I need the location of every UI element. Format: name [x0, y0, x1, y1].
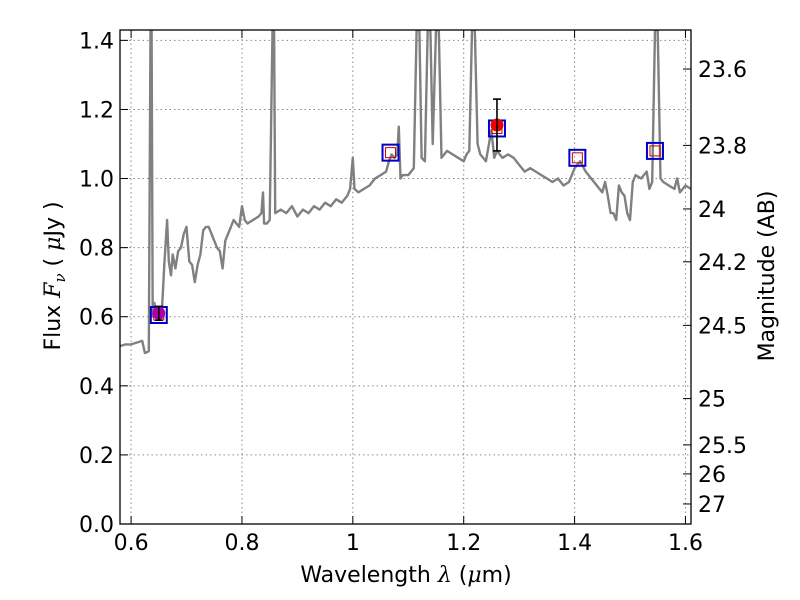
y-tick-label: 0.2 — [79, 444, 114, 469]
x-tick-label: 0.6 — [114, 531, 149, 556]
y2-axis-title: Magnitude (AB) — [755, 191, 780, 362]
y2-tick-label: 25.5 — [698, 434, 747, 459]
y2-tick-label: 23.6 — [698, 58, 747, 83]
x-tick-label: 1.2 — [446, 531, 481, 556]
y-tick-label: 1.4 — [79, 29, 114, 54]
y-tick-label: 0.4 — [79, 375, 114, 400]
spectrum-line-group — [120, 30, 691, 355]
axis-ticks: 0.6 0.8 1 1.2 1.4 1.6 0.0 0.2 0.4 0.6 0.8 1.0 1.2 1.4… — [79, 29, 747, 556]
x-tick-label: 1 — [346, 531, 360, 556]
plot-frame — [119, 29, 692, 525]
x-tick-label: 1.6 — [668, 531, 703, 556]
photometry-box-inner — [649, 145, 661, 157]
y2-tick-label: 27 — [698, 493, 726, 518]
spectrum-line — [120, 30, 691, 355]
x-tick-label: 1.4 — [557, 531, 592, 556]
y2-tick-label: 24.2 — [698, 251, 747, 276]
y-tick-label: 0.6 — [79, 306, 114, 331]
y2-tick-label: 23.8 — [698, 134, 747, 159]
grid-lines — [120, 30, 691, 525]
x-tick-label: 0.8 — [224, 531, 259, 556]
y-axis-title: Flux Fν ( μJy ) — [41, 201, 69, 350]
photometry-box — [645, 141, 664, 160]
y2-tick-label: 26 — [698, 463, 726, 488]
y-tick-label: 0.0 — [79, 513, 114, 538]
photometry-box-inner — [385, 147, 397, 159]
y-tick-label: 1.2 — [79, 98, 114, 123]
y-tick-label: 1.0 — [79, 168, 114, 193]
y-tick-label: 0.8 — [79, 237, 114, 262]
y2-tick-label: 25 — [698, 388, 726, 413]
photometry-box — [568, 148, 587, 167]
photometry-markers — [149, 98, 664, 324]
photometry-box — [381, 143, 400, 162]
photometry-box-inner — [571, 152, 583, 164]
y2-tick-label: 24.5 — [698, 314, 747, 339]
x-axis-title: Wavelength λ (μm) — [300, 563, 511, 588]
y2-tick-label: 24 — [698, 198, 726, 223]
